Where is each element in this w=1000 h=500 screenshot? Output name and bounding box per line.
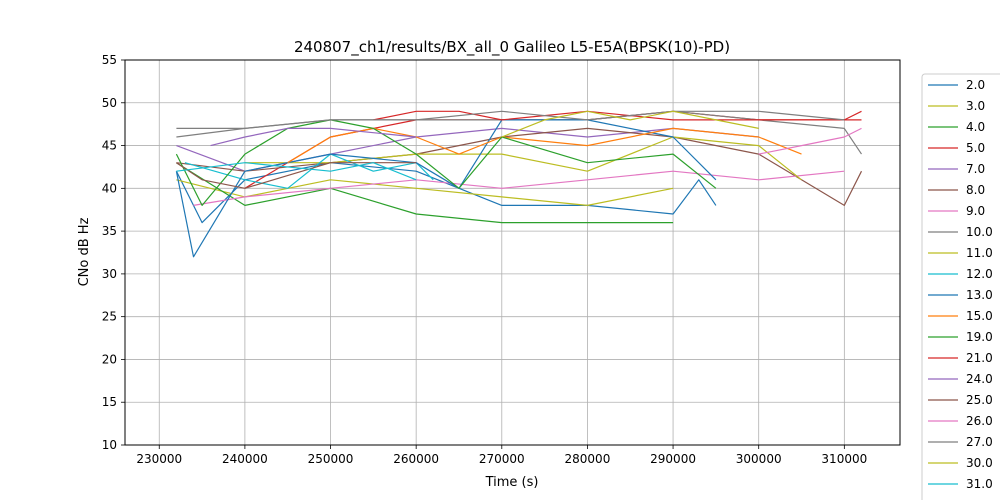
series-line xyxy=(501,110,759,138)
legend-label: 31.0 xyxy=(966,477,993,491)
y-axis-label: CNo dB Hz xyxy=(77,217,92,286)
x-axis-label: Time (s) xyxy=(485,475,539,490)
legend-label: 21.0 xyxy=(966,351,993,365)
series-line xyxy=(244,136,802,181)
plot-background xyxy=(125,60,900,445)
legend-label: 2.0 xyxy=(966,78,985,92)
series-line xyxy=(210,127,417,147)
legend-label: 7.0 xyxy=(966,162,985,176)
legend-label: 9.0 xyxy=(966,204,985,218)
legend-label: 24.0 xyxy=(966,372,993,386)
legend-label: 26.0 xyxy=(966,414,993,428)
legend-label: 4.0 xyxy=(966,120,985,134)
plot-frame xyxy=(124,59,901,446)
legend-label: 11.0 xyxy=(966,246,993,260)
series-line xyxy=(758,127,862,155)
x-tick-label: 260000 xyxy=(393,452,439,466)
legend-label: 27.0 xyxy=(966,435,993,449)
series-line xyxy=(175,119,717,206)
y-tick-label: 20 xyxy=(102,352,117,366)
legend-label: 10.0 xyxy=(966,225,993,239)
series-line xyxy=(176,162,417,181)
y-tick-label: 55 xyxy=(102,53,117,67)
series-line xyxy=(176,162,417,189)
series-line xyxy=(176,110,845,138)
y-tick-label: 50 xyxy=(102,96,117,110)
x-tick-label: 280000 xyxy=(565,452,611,466)
series-line xyxy=(176,162,674,224)
y-tick-label: 25 xyxy=(102,310,117,324)
y-tick-label: 30 xyxy=(102,267,117,281)
legend-label: 25.0 xyxy=(966,393,993,407)
y-axis: 10 15 20 25 30 35 40 45 50 55 xyxy=(102,53,125,452)
legend-label: 3.0 xyxy=(966,99,985,113)
x-tick-label: 310000 xyxy=(821,452,867,466)
legend-label: 8.0 xyxy=(966,183,985,197)
x-tick-label: 230000 xyxy=(136,452,182,466)
y-tick-label: 40 xyxy=(102,181,117,195)
y-tick-label: 35 xyxy=(102,224,117,238)
x-axis: 230000 240000 250000 260000 270000 280000 2900… xyxy=(136,445,867,466)
legend-label: 19.0 xyxy=(966,330,993,344)
legend-box xyxy=(921,73,1000,500)
series-line xyxy=(193,170,845,206)
series-group xyxy=(175,110,863,258)
x-tick-label: 240000 xyxy=(222,452,268,466)
legend-label: 30.0 xyxy=(966,456,993,470)
x-tick-label: 270000 xyxy=(479,452,525,466)
x-tick-label: 250000 xyxy=(308,452,354,466)
legend-label: 15.0 xyxy=(966,309,993,323)
y-tick-label: 45 xyxy=(102,139,117,153)
legend-label: 13.0 xyxy=(966,288,993,302)
x-tick-label: 290000 xyxy=(650,452,696,466)
x-tick-label: 300000 xyxy=(736,452,782,466)
series-line xyxy=(287,127,802,164)
legend-label: 12.0 xyxy=(966,267,993,281)
y-tick-label: 10 xyxy=(102,438,117,452)
legend: 2.0 3.0 4.0 5.0 7.0 8.0 9.0 10.0 11.0 12.0 13.0 15.… xyxy=(921,73,1000,500)
series-line xyxy=(175,119,717,258)
legend-label: 5.0 xyxy=(966,141,985,155)
y-tick-label: 15 xyxy=(102,395,117,409)
chart-title: 240807_ch1/results/BX_all_0 Galileo L5-E… xyxy=(294,38,730,57)
